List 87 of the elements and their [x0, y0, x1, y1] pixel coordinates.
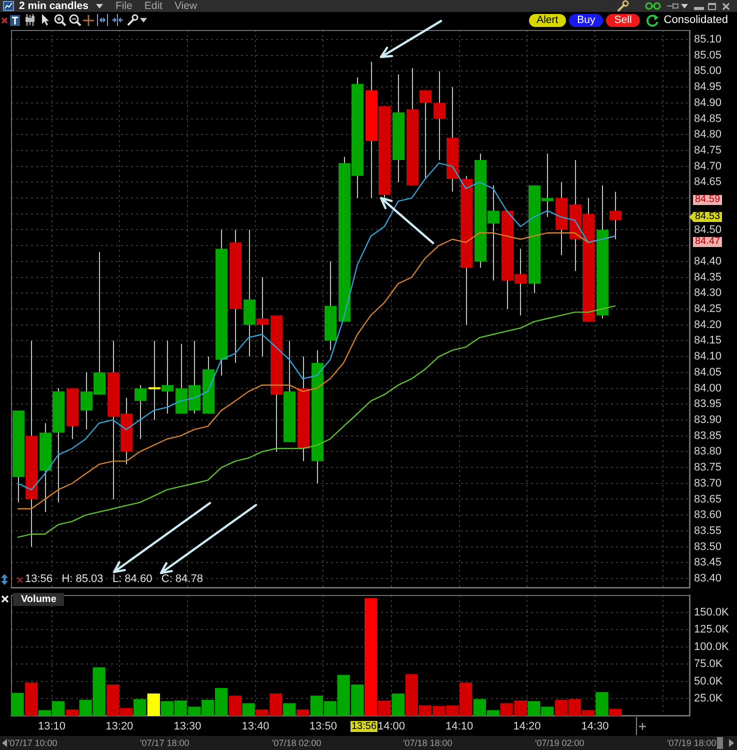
y-tick-label: 83.80 [694, 446, 722, 458]
y-tick-label: 84.80 [694, 128, 722, 141]
text: Consolidated [664, 14, 728, 27]
y-tick-label: 84.90 [694, 96, 722, 109]
candlestick [420, 90, 432, 180]
y-tick-label: 83.50 [694, 540, 722, 553]
text: '07/17 18:00 [140, 737, 190, 749]
y-tick-label: 75.0K [694, 658, 724, 670]
y-tick-label: 85.05 [694, 49, 722, 62]
text: Alert [528, 14, 566, 27]
text: 13:56 [350, 721, 378, 732]
y-tick-label: 125.0K [694, 624, 730, 636]
text: File [115, 0, 132, 12]
y-tick-label: 84.05 [694, 366, 722, 378]
y-tick-label: 150.0K [694, 606, 730, 618]
bar [609, 708, 622, 716]
text: Sell [606, 14, 640, 27]
y-tick-label: 83.70 [694, 477, 722, 490]
y-tick-label: 83.85 [694, 430, 722, 442]
bar [242, 703, 255, 716]
bar [596, 692, 608, 716]
bar [66, 709, 78, 716]
bar [283, 703, 296, 716]
bar [378, 700, 391, 716]
y-tick-label: 84.25 [694, 303, 722, 316]
y-tick-label: 83.75 [694, 462, 722, 474]
bar [364, 598, 378, 716]
y-tick-label: 84.95 [694, 81, 722, 94]
bar [228, 696, 242, 716]
x-tick-label: 13:10 [38, 720, 66, 733]
y-tick-label: 84.15 [694, 334, 722, 347]
x-tick-label: 14:10 [446, 720, 474, 733]
candlestick [162, 340, 174, 414]
candlestick [256, 276, 268, 358]
text: '07/19 02:00 [535, 737, 584, 749]
y-tick-label: 100.0K [694, 640, 730, 653]
y-tick-label: 83.45 [694, 556, 722, 569]
y-tick-label: 84.00 [694, 382, 722, 394]
text: '07/19 18:00 [667, 737, 716, 749]
bar [296, 709, 310, 716]
text: View [174, 0, 198, 12]
x-tick-label: 13:30 [174, 720, 202, 733]
text: 84.47 [693, 236, 722, 247]
text: 84.53 [693, 211, 722, 222]
text: '07/18 18:00 [403, 737, 452, 749]
y-tick-label: 84.40 [694, 255, 722, 268]
y-tick-label: 83.95 [694, 398, 722, 410]
y-tick-label: 83.65 [694, 493, 722, 506]
x-tick-label: 13:40 [242, 720, 270, 733]
chart-title: 2 min candles [19, 0, 88, 12]
y-tick-label: 85.10 [694, 34, 722, 46]
text: '07/17 10:00 [8, 737, 58, 749]
y-tick-label: 25.0K [694, 692, 724, 705]
bar [133, 699, 146, 716]
text: Buy [569, 14, 604, 27]
x-tick-label: 13:20 [106, 720, 134, 733]
annotation: 13:56 H: 85.03 L: 84.60 C: 84.78 [25, 573, 203, 586]
x-tick-label: 13:50 [309, 720, 337, 733]
candlestick [434, 70, 446, 160]
y-tick-label: 83.40 [694, 572, 722, 585]
y-tick-label: 84.10 [694, 350, 722, 363]
chart-title: Volume [13, 593, 64, 606]
y-tick-label: 83.60 [694, 509, 722, 522]
x-tick-label: 14:00 [377, 720, 406, 733]
x-tick-label: 14:20 [513, 720, 541, 733]
text: 84.59 [693, 194, 722, 205]
y-tick-label: 85.00 [694, 65, 722, 78]
y-tick-label: 50.0K [694, 675, 724, 688]
text: Edit [144, 0, 162, 12]
y-tick-label: 84.50 [694, 224, 722, 236]
y-tick-label: 84.65 [694, 176, 722, 188]
y-tick-label: 84.75 [694, 144, 722, 157]
text: '07/18 02:00 [272, 737, 322, 749]
bar [11, 692, 24, 716]
y-tick-label: 84.35 [694, 271, 722, 284]
y-tick-label: 84.85 [694, 112, 722, 125]
y-tick-label: 83.55 [694, 524, 722, 537]
y-tick-label: 83.90 [694, 414, 722, 426]
bar [147, 694, 160, 716]
y-tick-label: 84.30 [694, 287, 722, 300]
y-tick-label: 84.20 [694, 318, 722, 331]
y-tick-label: 84.70 [694, 160, 722, 172]
x-tick-label: 14:30 [581, 720, 609, 733]
candlestick [134, 384, 146, 440]
bar [25, 682, 38, 716]
bar [392, 694, 405, 716]
candlestick [610, 191, 622, 240]
